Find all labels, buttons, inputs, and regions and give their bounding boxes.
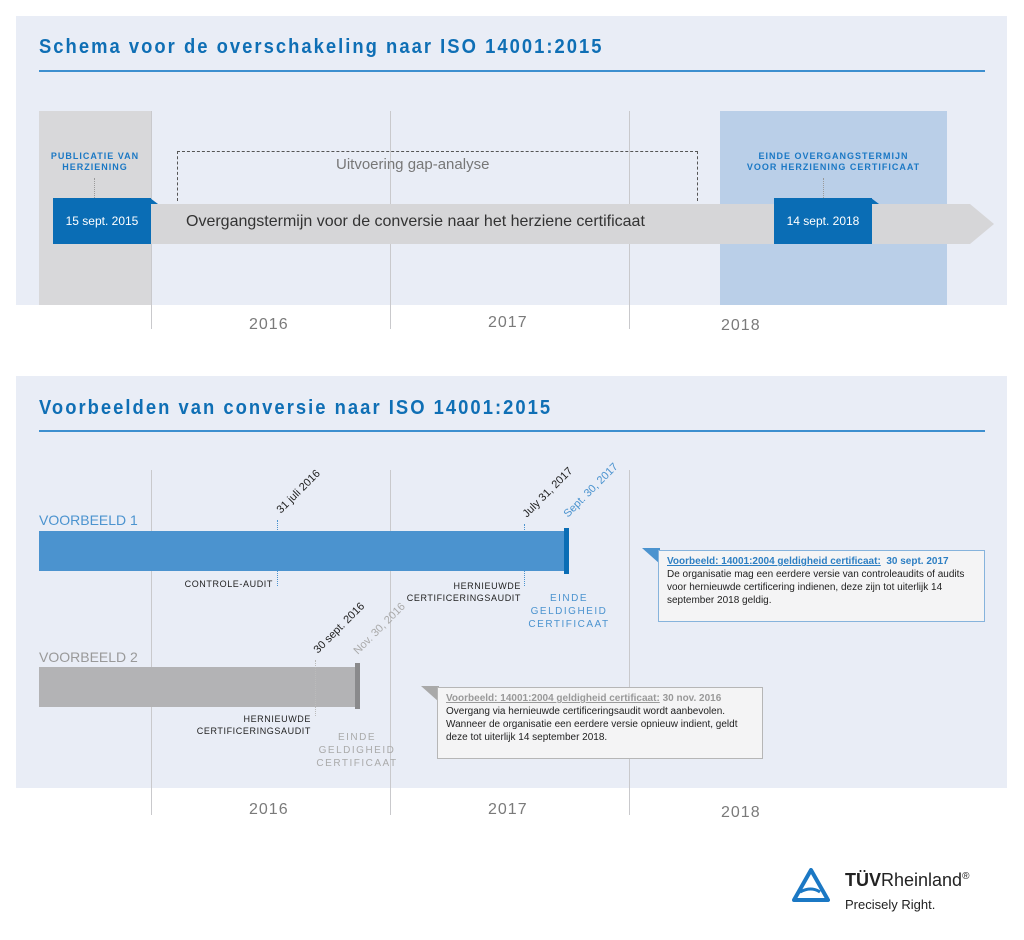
gap-analysis-bracket <box>177 151 698 201</box>
end-flag-tip <box>871 198 879 204</box>
example1-label: VOORBEELD 1 <box>39 512 138 528</box>
example1-bar <box>39 531 565 571</box>
examples-title: Voorbeelden van conversie naar ISO 14001… <box>39 397 553 419</box>
logo-registered: ® <box>962 871 970 882</box>
example2-callout-text: Overgang via hernieuwde certificeringsau… <box>446 706 738 743</box>
example1-callout-text: De organisatie mag een eerdere versie va… <box>667 569 965 606</box>
ex-year-divider-2016 <box>151 470 152 815</box>
example1-end-label: EINDE GELDIGHEID CERTIFICAAT <box>528 593 610 630</box>
example1-callout: Voorbeeld: 14001:2004 geldigheid certifi… <box>658 550 985 622</box>
ex-year-divider-2017 <box>390 470 391 815</box>
example2-recert-connector <box>315 660 316 716</box>
example1-callout-heading: Voorbeeld: 14001:2004 geldigheid certifi… <box>667 556 881 567</box>
logo-brand-regular: Rheinland <box>881 870 963 890</box>
tuv-logo: TÜVRheinland® Precisely Right. <box>792 866 1012 926</box>
start-flag-tip <box>150 198 158 204</box>
year-label-2018: 2018 <box>721 317 761 334</box>
example1-recert-connector <box>524 524 525 586</box>
example2-callout: Voorbeeld: 14001:2004 geldigheid certifi… <box>437 687 763 759</box>
ex-year-label-2017: 2017 <box>488 801 528 818</box>
publication-connector <box>94 178 95 198</box>
example2-callout-date: 30 nov. 2016 <box>662 693 722 704</box>
end-transition-connector <box>823 178 824 198</box>
end-date-flag: 14 sept. 2018 <box>774 198 872 244</box>
ex-year-divider-2018 <box>629 470 630 815</box>
example1-callout-date: 30 sept. 2017 <box>886 556 949 567</box>
end-transition-label: EINDE OVERGANGSTERMIJN VOOR HERZIENING C… <box>746 151 921 172</box>
tuv-triangle-icon <box>792 868 830 902</box>
transition-bar-label: Overgangstermijn voor de conversie naar … <box>186 213 645 230</box>
example1-end-marker <box>564 528 569 574</box>
example2-recert-label: HERNIEUWDE CERTIFICERINGSAUDIT <box>196 714 311 736</box>
logo-tagline: Precisely Right. <box>845 897 936 912</box>
example1-audit-connector <box>277 520 278 586</box>
schema-title: Schema voor de overschakeling naar ISO 1… <box>39 36 604 58</box>
example2-callout-pointer <box>421 686 439 702</box>
publication-label: PUBLICATIE VAN HERZIENING <box>50 151 140 172</box>
gap-analysis-label: Uitvoering gap-analyse <box>336 156 490 173</box>
ex-year-label-2016: 2016 <box>249 801 289 818</box>
year-label-2017: 2017 <box>488 314 528 331</box>
example1-recert-label: HERNIEUWDE CERTIFICERINGSAUDIT <box>406 581 521 603</box>
example1-callout-pointer <box>642 548 660 564</box>
example2-bar <box>39 667 357 707</box>
ex-year-label-2018: 2018 <box>721 804 761 821</box>
start-date-flag: 15 sept. 2015 <box>53 198 151 244</box>
examples-title-rule <box>39 430 985 432</box>
year-label-2016: 2016 <box>249 316 289 333</box>
example2-end-marker <box>355 663 360 709</box>
example2-end-label: EINDE GELDIGHEID CERTIFICAAT <box>316 732 398 769</box>
example2-callout-heading: Voorbeeld: 14001:2004 geldigheid certifi… <box>446 693 660 704</box>
logo-brand-bold: TÜV <box>845 870 881 890</box>
example2-label: VOORBEELD 2 <box>39 649 138 665</box>
example1-audit-label: CONTROLE-AUDIT <box>184 579 273 589</box>
schema-title-rule <box>39 70 985 72</box>
transition-arrowhead <box>970 204 994 244</box>
